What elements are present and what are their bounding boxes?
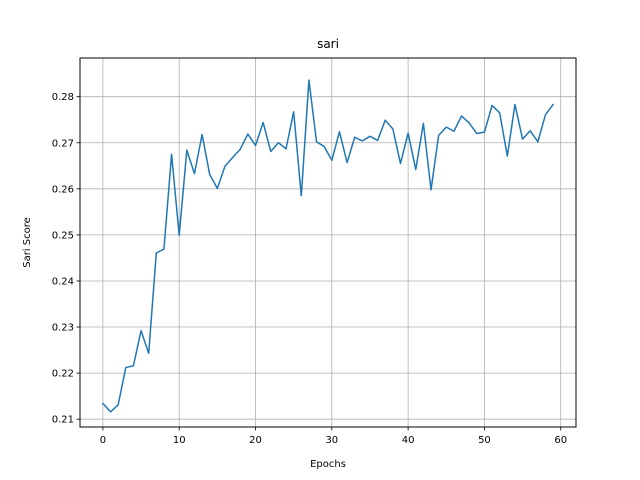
y-tick-label: 0.28 [52,92,74,103]
y-tick-label: 0.22 [52,369,74,380]
x-axis-ticks: 0 10 20 30 40 50 60 [100,427,567,446]
y-tick-label: 0.21 [52,415,74,426]
y-tick-label: 0.27 [52,138,74,149]
y-axis-ticks: 0.21 0.22 0.23 0.24 0.25 0.26 0.27 0.28 [52,92,80,426]
x-tick-label: 50 [478,435,491,446]
x-tick-label: 20 [249,435,262,446]
x-tick-label: 10 [173,435,186,446]
y-tick-label: 0.26 [52,184,74,195]
x-tick-label: 40 [402,435,415,446]
x-axis-label: Epochs [310,459,346,470]
y-tick-label: 0.23 [52,323,74,334]
y-axis-label: Sari Score [22,217,33,268]
line-layer [101,79,555,413]
x-tick-label: 0 [100,435,106,446]
series-line [101,79,555,413]
y-tick-label: 0.25 [52,230,74,241]
plot-frame [79,57,577,428]
x-tick-label: 30 [325,435,338,446]
chart-title: sari [317,37,339,51]
x-tick-label: 60 [554,435,567,446]
y-tick-label: 0.24 [52,276,74,287]
grid [80,58,576,427]
